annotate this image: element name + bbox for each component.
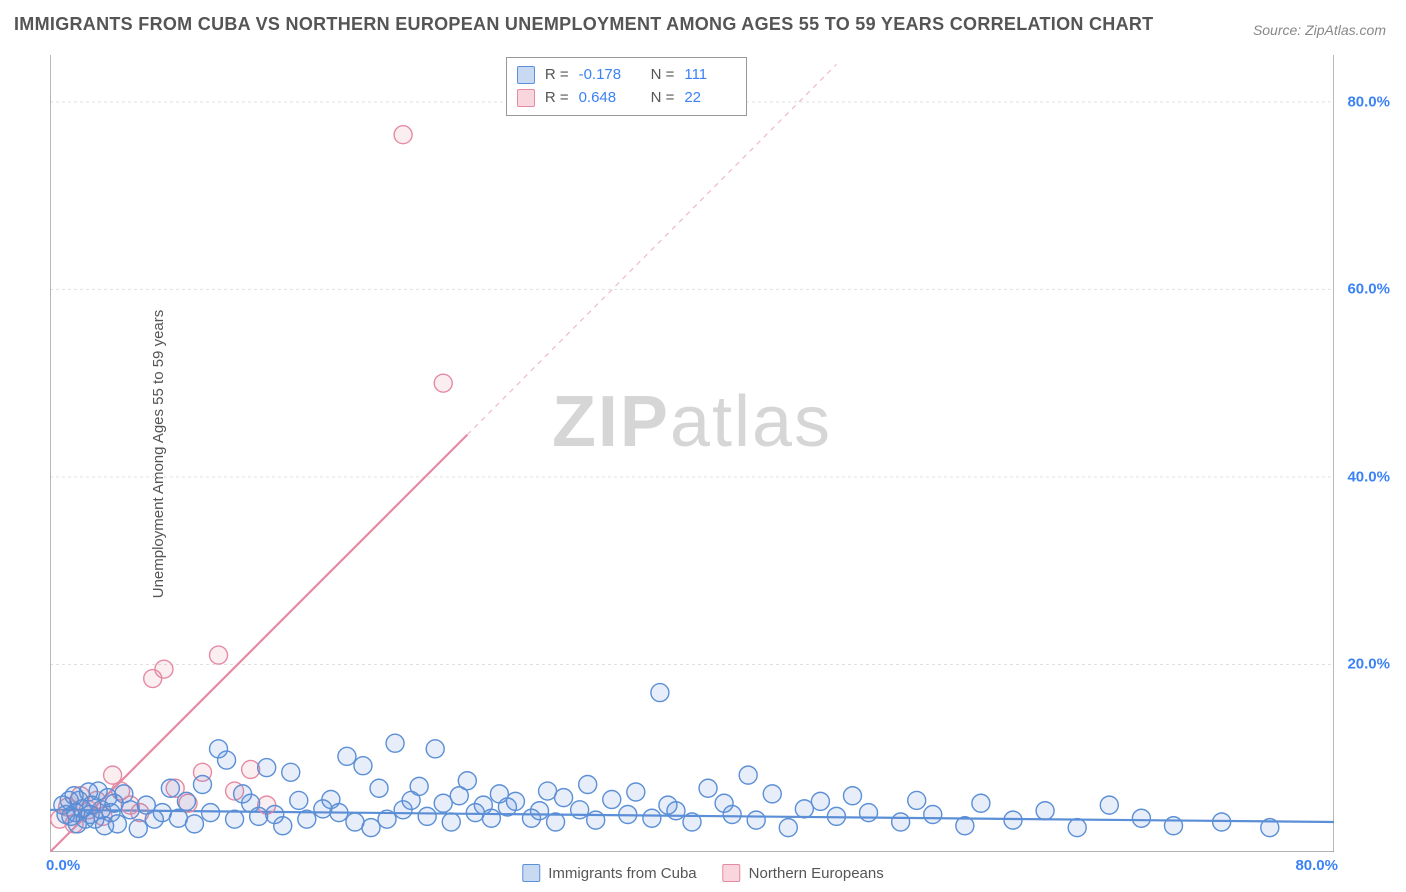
y-tick: 20.0% (1347, 656, 1390, 673)
stats-legend: R = -0.178 N = 111 R = 0.648 N = 22 (506, 57, 748, 116)
r-label: R = (545, 87, 569, 110)
chart-area: Unemployment Among Ages 55 to 59 years 0… (50, 55, 1334, 852)
r-label: R = (545, 64, 569, 87)
swatch-cuba (522, 864, 540, 882)
n-label: N = (651, 87, 675, 110)
r-value: -0.178 (579, 64, 631, 87)
r-value: 0.648 (579, 87, 631, 110)
bottom-legend: Immigrants from Cuba Northern Europeans (522, 864, 883, 882)
n-value: 111 (684, 64, 736, 87)
y-tick: 80.0% (1347, 93, 1390, 110)
legend-item-cuba: Immigrants from Cuba (522, 864, 696, 882)
stats-swatch (517, 89, 535, 107)
stats-row: R = -0.178 N = 111 (517, 64, 737, 87)
stats-row: R = 0.648 N = 22 (517, 87, 737, 110)
stats-swatch (517, 66, 535, 84)
source-attribution: Source: ZipAtlas.com (1253, 22, 1386, 38)
n-value: 22 (684, 87, 736, 110)
n-label: N = (651, 64, 675, 87)
y-tick: 40.0% (1347, 468, 1390, 485)
legend-label-cuba: Immigrants from Cuba (548, 865, 696, 882)
chart-title: IMMIGRANTS FROM CUBA VS NORTHERN EUROPEA… (14, 14, 1153, 35)
legend-label-ne: Northern Europeans (749, 865, 884, 882)
x-tick-origin: 0.0% (46, 857, 80, 874)
x-tick-max: 80.0% (1295, 857, 1338, 874)
legend-item-ne: Northern Europeans (723, 864, 884, 882)
swatch-ne (723, 864, 741, 882)
scatter-plot (50, 55, 1334, 852)
y-tick: 60.0% (1347, 281, 1390, 298)
